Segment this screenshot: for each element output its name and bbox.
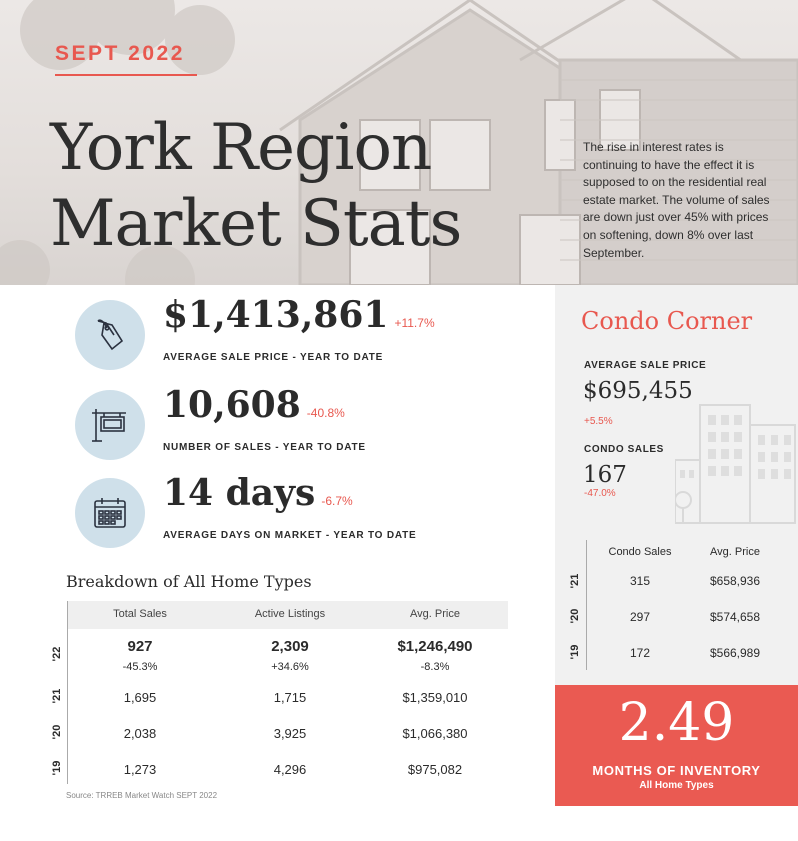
header-active-listings: Active Listings bbox=[254, 608, 326, 620]
condo-avg-price-value: $695,455 bbox=[583, 378, 693, 404]
stat-value: $1,413,861 +11.7% bbox=[163, 294, 435, 336]
source-note: Source: TRREB Market Watch SEPT 2022 bbox=[66, 791, 218, 800]
table-cell: $1,359,010 bbox=[402, 690, 468, 705]
table-cell-change: -45.3% bbox=[122, 661, 158, 673]
table-cell: 3,925 bbox=[273, 726, 307, 741]
condo-avg-price-label: AVERAGE SALE PRICE bbox=[584, 360, 707, 371]
condo-row-year: '19 bbox=[569, 644, 581, 660]
stat-label: NUMBER OF SALES - YEAR TO DATE bbox=[163, 442, 366, 453]
title-line-2: Market Stats bbox=[50, 187, 462, 261]
table-cell: 1,273 bbox=[123, 762, 157, 777]
condo-cell: 315 bbox=[629, 574, 651, 588]
calendar-icon bbox=[75, 478, 145, 548]
row-year: '22 bbox=[51, 646, 63, 662]
stat-change: -6.7% bbox=[321, 494, 353, 508]
table-cell: $1,246,490 bbox=[397, 638, 473, 655]
table-cell: $1,066,380 bbox=[402, 726, 468, 741]
table-cell-change: +34.6% bbox=[271, 661, 309, 673]
condo-cell: $658,936 bbox=[709, 574, 761, 588]
header-total-sales: Total Sales bbox=[113, 608, 167, 620]
title-line-1: York Region bbox=[50, 111, 432, 185]
condo-header-sales: Condo Sales bbox=[608, 546, 672, 558]
condo-sales-value: 167 bbox=[583, 462, 627, 488]
table-cell: 4,296 bbox=[273, 762, 307, 777]
stat-value: 14 days -6.7% bbox=[163, 472, 353, 514]
breakdown-header-bar bbox=[68, 601, 508, 629]
condo-corner-panel: Condo Corner AVERAGE SALE PRICE $695,455… bbox=[555, 285, 798, 685]
sale-sign-icon bbox=[75, 390, 145, 460]
condo-header-avg-price: Avg. Price bbox=[710, 546, 760, 558]
house-background-image bbox=[0, 0, 798, 285]
intro-text: The rise in interest rates is continuing… bbox=[583, 140, 770, 260]
table-cell: 2,309 bbox=[271, 638, 309, 655]
hero-banner: SEPT 2022 York Region Market Stats The r… bbox=[0, 0, 798, 285]
stat-days-on-market: 14 days -6.7% AVERAGE DAYS ON MARKET - YE… bbox=[75, 472, 545, 550]
inventory-value: 2.49 bbox=[618, 693, 735, 753]
table-cell: 2,038 bbox=[123, 726, 157, 741]
stat-number-of-sales: 10,608 -40.8% NUMBER OF SALES - YEAR TO D… bbox=[75, 384, 545, 462]
stat-change: -40.8% bbox=[306, 406, 345, 420]
breakdown-divider bbox=[67, 601, 68, 784]
condo-cell: $574,658 bbox=[709, 610, 761, 624]
table-cell: 927 bbox=[127, 638, 153, 655]
inventory-box: 2.49 MONTHS OF INVENTORY All Home Types bbox=[555, 685, 798, 806]
row-year: '20 bbox=[51, 724, 63, 740]
price-tag-icon bbox=[75, 300, 145, 370]
stat-label: AVERAGE SALE PRICE - YEAR TO DATE bbox=[163, 352, 384, 363]
report-date: SEPT 2022 bbox=[55, 42, 185, 65]
header-avg-price: Avg. Price bbox=[410, 608, 460, 620]
inventory-subtitle: All Home Types bbox=[639, 780, 714, 791]
condo-avg-price-change: +5.5% bbox=[584, 416, 613, 427]
table-cell: 1,695 bbox=[123, 690, 157, 705]
date-underline bbox=[55, 74, 197, 76]
page-title: York Region Market Stats bbox=[50, 110, 462, 262]
stat-change: +11.7% bbox=[394, 316, 435, 330]
stat-average-sale-price: $1,413,861 +11.7% AVERAGE SALE PRICE - YE… bbox=[75, 294, 545, 372]
table-cell: $975,082 bbox=[407, 762, 463, 777]
buildings-icon bbox=[675, 404, 796, 524]
condo-sales-label: CONDO SALES bbox=[584, 444, 664, 455]
inventory-label: MONTHS OF INVENTORY bbox=[592, 763, 761, 778]
row-year: '21 bbox=[51, 688, 63, 704]
condo-cell: 297 bbox=[629, 610, 651, 624]
table-cell: 1,715 bbox=[273, 690, 307, 705]
condo-title: Condo Corner bbox=[581, 307, 753, 335]
stat-value: 10,608 -40.8% bbox=[163, 384, 345, 426]
condo-row-year: '21 bbox=[569, 573, 581, 589]
condo-row-year: '20 bbox=[569, 608, 581, 624]
condo-cell: 172 bbox=[629, 646, 651, 660]
breakdown-title: Breakdown of All Home Types bbox=[66, 572, 312, 591]
table-cell-change: -8.3% bbox=[420, 661, 450, 673]
condo-cell: $566,989 bbox=[709, 646, 761, 660]
stat-label: AVERAGE DAYS ON MARKET - YEAR TO DATE bbox=[163, 530, 417, 541]
condo-sales-change: -47.0% bbox=[584, 488, 616, 499]
row-year: '19 bbox=[51, 760, 63, 776]
condo-table-divider bbox=[586, 540, 587, 670]
